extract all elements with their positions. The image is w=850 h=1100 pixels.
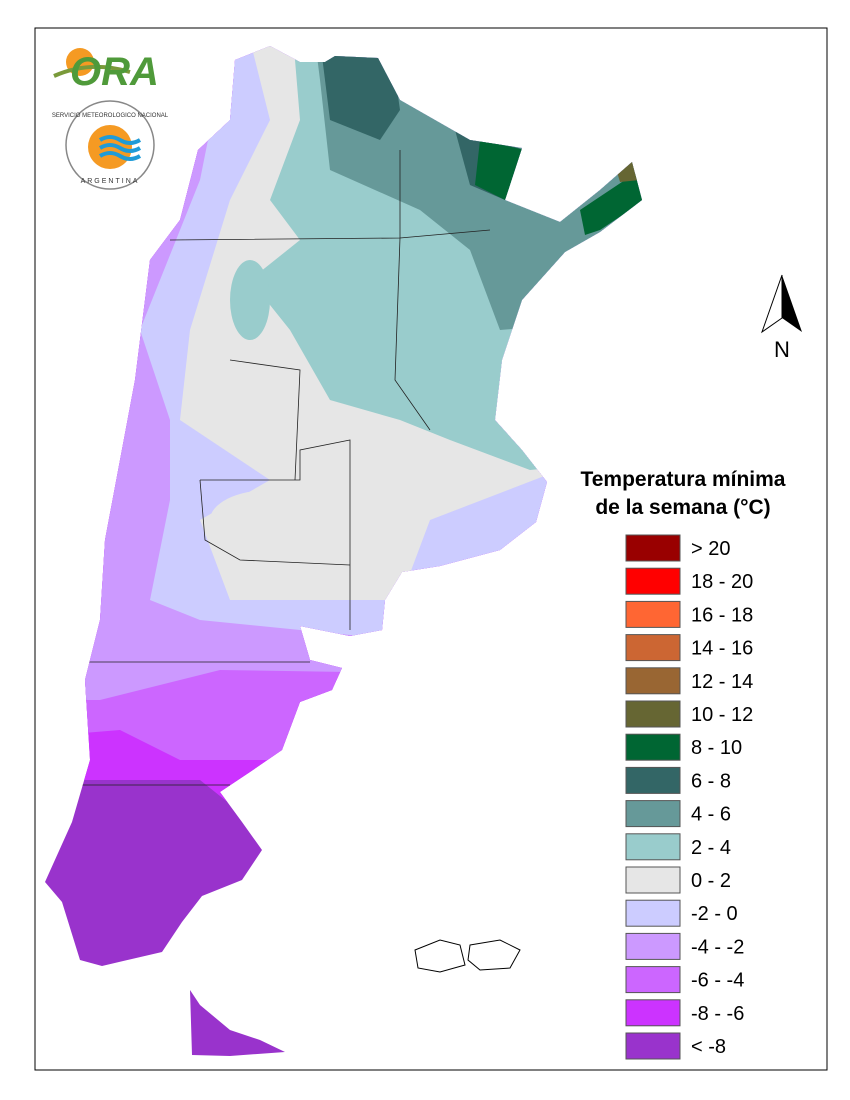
legend-swatch: [625, 534, 681, 562]
legend-swatch: [625, 667, 681, 695]
logo: ORA SERVICIO METEOROLOGICO NACIONAL ARGE…: [52, 48, 169, 190]
legend-label: -8 - -6: [691, 1003, 744, 1025]
logo-text: ORA: [70, 50, 159, 94]
legend-label: 16 - 18: [691, 604, 753, 626]
legend-label: 4 - 6: [691, 804, 731, 826]
legend-swatch: [625, 999, 681, 1027]
legend-swatch: [625, 932, 681, 960]
legend-swatch: [625, 567, 681, 595]
north-arrow: N: [761, 274, 802, 362]
legend-title: de la semana (°C): [595, 496, 770, 519]
legend-label: 2 - 4: [691, 837, 731, 859]
legend-swatch: [625, 866, 681, 894]
legend-label: 0 - 2: [691, 870, 731, 892]
legend-label: -4 - -2: [691, 936, 744, 958]
falkland-islands: [414, 939, 521, 973]
legend-label: 6 - 8: [691, 770, 731, 792]
legend-swatch: [625, 966, 681, 994]
agency-name: SERVICIO METEOROLOGICO NACIONAL: [52, 113, 169, 119]
legend-swatch: [625, 833, 681, 861]
legend-label: 18 - 20: [691, 571, 753, 593]
legend-swatch: [625, 766, 681, 794]
legend: Temperatura mínima de la semana (°C) > 20 1…: [580, 468, 786, 1060]
legend-swatch: [625, 1032, 681, 1060]
province-borders: [60, 150, 491, 786]
legend-swatch: [625, 800, 681, 828]
legend-swatch: [625, 899, 681, 927]
legend-swatch: [625, 600, 681, 628]
legend-label: 8 - 10: [691, 737, 742, 759]
legend-label: -2 - 0: [691, 903, 738, 925]
north-label: N: [774, 337, 790, 362]
legend-title: Temperatura mínima: [580, 468, 785, 491]
legend-swatch: [625, 634, 681, 662]
country-name: ARGENTINA: [81, 178, 140, 185]
legend-swatch: [625, 733, 681, 761]
legend-label: 12 - 14: [691, 671, 753, 693]
legend-swatch: [625, 700, 681, 728]
legend-label: 14 - 16: [691, 638, 753, 660]
legend-label: 10 - 12: [691, 704, 753, 726]
legend-label: > 20: [691, 538, 730, 560]
legend-label: -6 - -4: [691, 970, 744, 992]
legend-label: < -8: [691, 1036, 726, 1058]
frame: [34, 27, 828, 1071]
